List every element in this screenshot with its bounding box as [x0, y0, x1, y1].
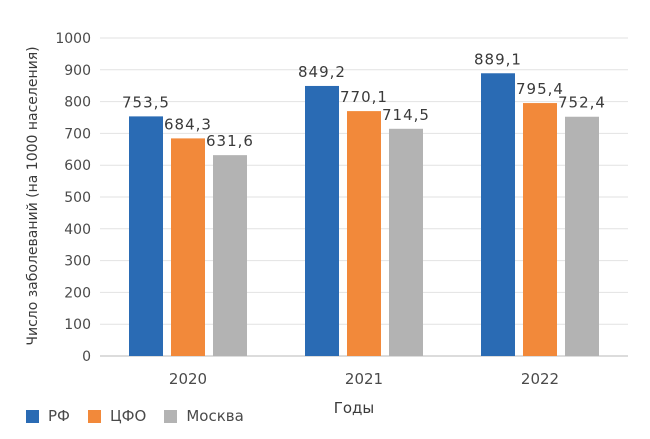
bars — [129, 73, 599, 357]
data-label: 889,1 — [474, 50, 522, 68]
y-axis-ticks: 0 100 200 300 400 500 600 700 800 900 1000 — [55, 31, 91, 365]
legend-swatch — [26, 409, 39, 423]
y-tick-label: 600 — [64, 158, 91, 174]
bar — [523, 103, 557, 356]
legend-label: РФ — [48, 407, 70, 425]
data-label: 684,3 — [164, 115, 212, 133]
legend-item: Москва — [164, 407, 244, 425]
legend-swatch — [87, 409, 101, 423]
y-tick-label: 100 — [64, 317, 91, 333]
bar — [129, 116, 163, 357]
y-tick-label: 0 — [82, 349, 91, 365]
y-tick-label: 400 — [64, 222, 91, 238]
y-tick-label: 300 — [64, 254, 91, 270]
legend-item: РФ — [26, 407, 70, 425]
y-tick-label: 800 — [64, 95, 91, 111]
bar — [305, 85, 339, 356]
y-tick-label: 700 — [64, 126, 91, 142]
data-label: 753,5 — [122, 93, 170, 111]
x-tick-label: 2021 — [345, 370, 383, 388]
data-label: 752,4 — [558, 94, 606, 112]
legend-label: ЦФО — [109, 407, 147, 425]
data-label: 631,6 — [206, 132, 254, 150]
y-axis-label: Число заболеваний (на 1000 населения) — [25, 46, 41, 345]
bar — [565, 116, 599, 356]
bar — [213, 155, 247, 356]
x-axis-label: Годы — [334, 399, 375, 417]
legend-label: Москва — [186, 407, 244, 425]
bar — [481, 73, 515, 356]
bar — [389, 128, 423, 356]
x-tick-label: 2022 — [521, 370, 559, 388]
y-tick-label: 900 — [64, 63, 91, 79]
legend-item: ЦФО — [87, 407, 147, 425]
x-axis-ticks: 2020 2021 2022 — [169, 370, 559, 388]
y-tick-label: 500 — [64, 190, 91, 206]
data-label: 795,4 — [516, 80, 564, 98]
y-tick-label: 1000 — [55, 31, 91, 47]
data-label: 770,1 — [340, 88, 388, 106]
data-label: 714,5 — [382, 106, 430, 124]
bar — [347, 111, 381, 356]
y-tick-label: 200 — [64, 285, 91, 301]
legend: РФ ЦФО Москва — [26, 407, 262, 425]
x-tick-label: 2020 — [169, 370, 207, 388]
bar — [171, 138, 205, 356]
data-label: 849,2 — [298, 63, 346, 81]
legend-swatch — [164, 409, 178, 423]
